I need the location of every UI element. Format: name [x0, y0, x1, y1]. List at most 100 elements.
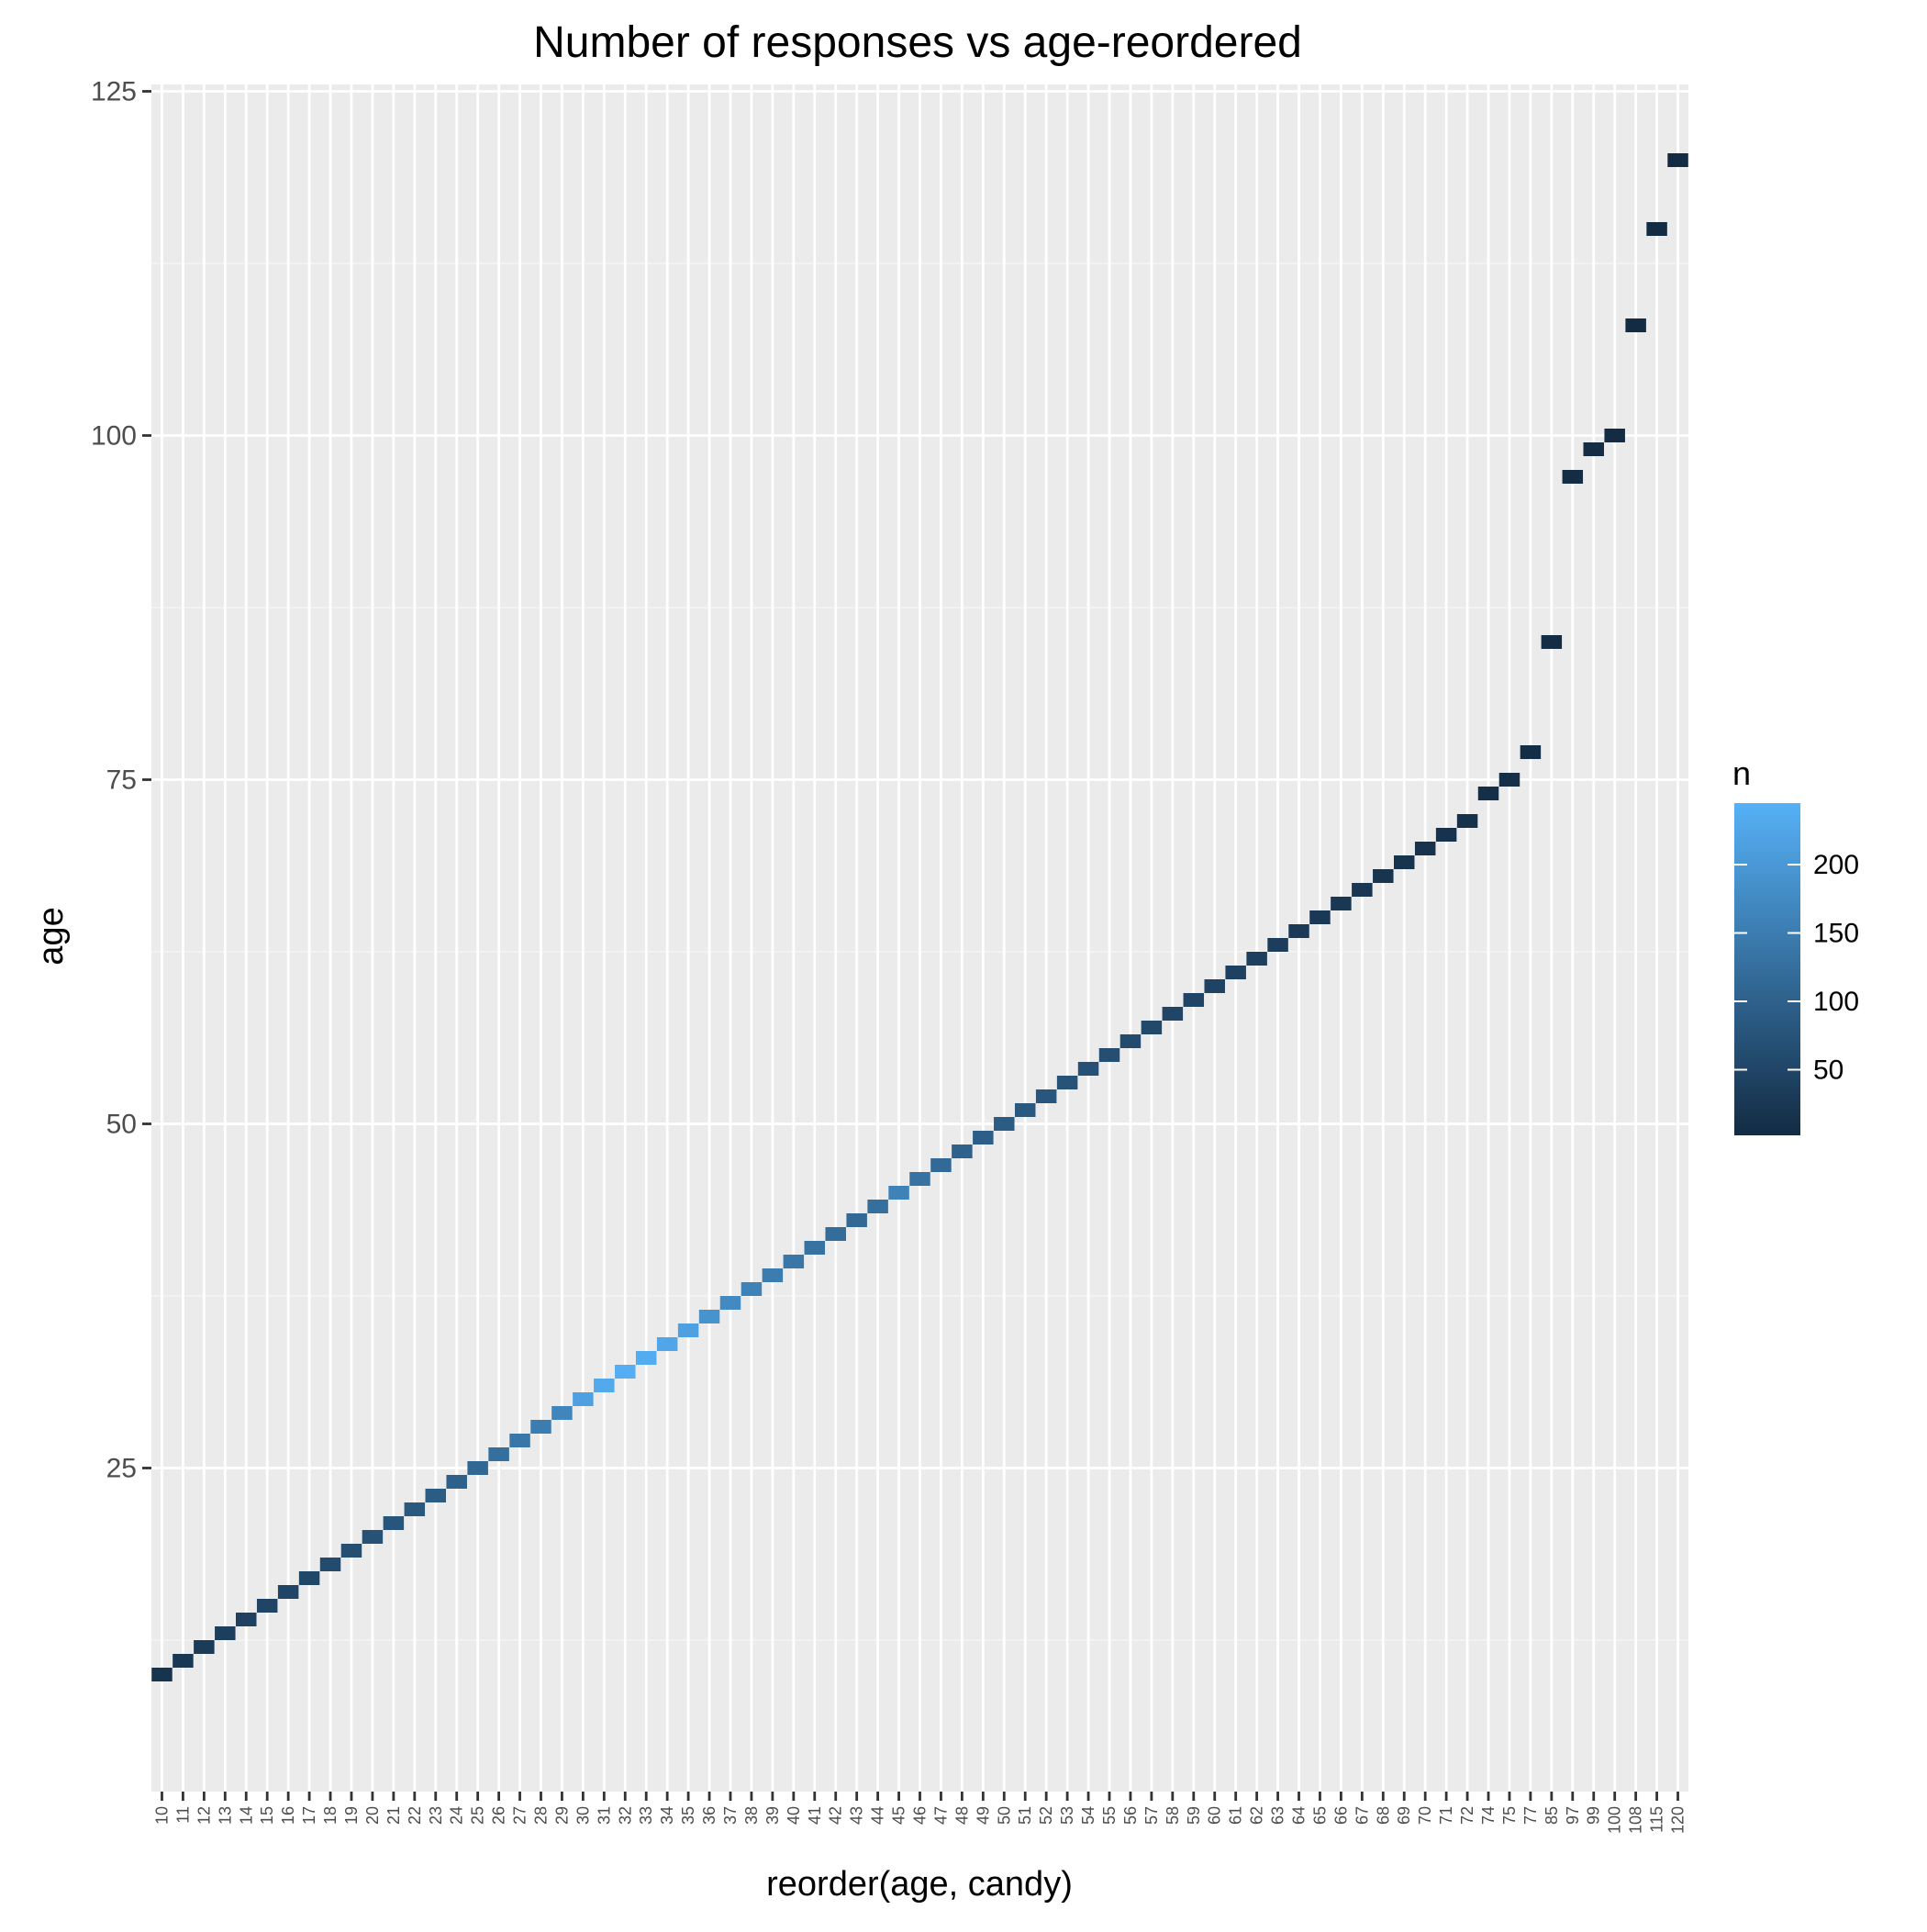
heatmap-tile	[488, 1447, 509, 1461]
heatmap-tile	[319, 1558, 341, 1571]
heatmap-tile	[256, 1599, 278, 1613]
heatmap-tile	[677, 1323, 699, 1337]
x-tick-label: 77	[1521, 1806, 1540, 1825]
x-tick-label: 19	[342, 1806, 361, 1825]
x-tick-label: 40	[785, 1806, 803, 1825]
legend-title: n	[1732, 754, 1751, 792]
x-tick-label: 55	[1100, 1806, 1119, 1825]
x-tick-label: 33	[637, 1806, 655, 1825]
y-tick-label: 125	[91, 77, 137, 107]
heatmap-tile	[1077, 1062, 1099, 1076]
heatmap-tile	[1141, 1021, 1163, 1034]
heatmap-tile	[277, 1585, 299, 1599]
heatmap-tile	[994, 1117, 1015, 1131]
heatmap-tile	[1267, 938, 1288, 952]
grid-layer	[151, 84, 1688, 1792]
x-tick-label: 34	[658, 1806, 676, 1825]
heatmap-tile	[151, 1668, 173, 1681]
heatmap-tile	[1625, 318, 1646, 332]
heatmap-tile	[762, 1268, 784, 1282]
heatmap-tile	[1498, 773, 1520, 787]
heatmap-tile	[1014, 1103, 1036, 1117]
heatmap-tile	[446, 1475, 467, 1489]
x-tick-label: 68	[1374, 1806, 1392, 1825]
heatmap-tile	[298, 1571, 320, 1585]
x-tick-label: 56	[1121, 1806, 1140, 1825]
heatmap-tile	[1583, 442, 1604, 456]
x-tick-label: 66	[1331, 1806, 1350, 1825]
heatmap-tile	[1393, 855, 1415, 869]
heatmap-tile	[1435, 828, 1457, 842]
x-tick-label: 37	[721, 1806, 740, 1825]
x-tick-label: 60	[1206, 1806, 1224, 1825]
x-tick-label: 67	[1353, 1806, 1371, 1825]
heatmap-tile	[340, 1544, 362, 1558]
y-tick-label: 75	[106, 765, 137, 796]
x-tick-label: 20	[363, 1806, 382, 1825]
legend-colorbar	[1734, 803, 1800, 1135]
x-tick-label: 31	[595, 1806, 613, 1825]
x-tick-label: 11	[173, 1806, 192, 1824]
heatmap-tile	[656, 1337, 678, 1351]
heatmap-tile	[635, 1351, 657, 1365]
heatmap-tile	[952, 1145, 973, 1158]
x-tick-label: 61	[1227, 1806, 1245, 1825]
y-tick-label: 100	[91, 421, 137, 452]
heatmap-tile	[1373, 869, 1394, 883]
x-tick-label: 64	[1290, 1806, 1309, 1825]
x-tick-label: 97	[1564, 1806, 1582, 1825]
legend-label: 150	[1813, 919, 1859, 949]
x-tick-label: 21	[384, 1806, 403, 1825]
heatmap-tile	[530, 1420, 551, 1434]
x-tick-label: 49	[974, 1806, 992, 1825]
x-tick-label: 63	[1269, 1806, 1287, 1825]
x-tick-label: 15	[258, 1806, 276, 1825]
heatmap-tile	[215, 1626, 236, 1640]
heatmap-tile	[1604, 429, 1625, 442]
heatmap-tile	[1667, 153, 1688, 167]
legend: n 50 100 150 200	[1732, 754, 1859, 1135]
heatmap-tile	[615, 1365, 636, 1379]
x-tick-label: 44	[869, 1806, 887, 1825]
heatmap-tile	[1477, 787, 1499, 800]
heatmap-tile	[1288, 924, 1309, 938]
legend-label: 50	[1813, 1055, 1843, 1085]
x-tick-label: 71	[1437, 1806, 1455, 1825]
x-tick-label: 115	[1648, 1806, 1666, 1833]
x-tick-label: 69	[1395, 1806, 1413, 1825]
heatmap-tile	[194, 1640, 215, 1654]
heatmap-tile	[804, 1241, 826, 1255]
x-tick-label: 59	[1185, 1806, 1203, 1825]
heatmap-tile	[1035, 1089, 1057, 1103]
x-tick-label: 50	[995, 1806, 1013, 1825]
x-tick-label: 22	[406, 1806, 424, 1825]
heatmap-tile	[1646, 222, 1667, 236]
x-tick-label: 35	[679, 1806, 697, 1825]
y-axis-title: age	[32, 907, 71, 965]
heatmap-tile	[573, 1392, 594, 1406]
heatmap-tile	[1246, 952, 1267, 966]
x-tick-label: 12	[195, 1806, 213, 1825]
x-tick-label: 38	[742, 1806, 761, 1825]
x-tick-label: 36	[700, 1806, 718, 1825]
heatmap-tile	[404, 1502, 426, 1516]
x-tick-label: 47	[931, 1806, 950, 1825]
heatmap-tile	[973, 1131, 994, 1145]
heatmap-tile	[741, 1282, 763, 1296]
heatmap-tile	[1225, 966, 1246, 979]
heatmap-tile	[173, 1654, 194, 1668]
x-tick-label: 23	[427, 1806, 445, 1825]
x-tick-label: 72	[1458, 1806, 1476, 1825]
y-tick-label: 25	[106, 1454, 137, 1484]
x-tick-label: 100	[1606, 1806, 1624, 1834]
heatmap-tile	[1309, 910, 1331, 924]
axis-layer: 25 50 75 100 125 10 11 12 13 14 15 16 17 18 19 20 21 22 23…	[91, 77, 1688, 1835]
x-tick-label: 120	[1669, 1806, 1688, 1834]
heatmap-tile	[551, 1406, 573, 1420]
heatmap-tile	[425, 1489, 447, 1502]
x-tick-label: 74	[1479, 1806, 1498, 1825]
x-tick-label: 99	[1585, 1806, 1603, 1825]
heatmap-tile	[1183, 993, 1205, 1007]
